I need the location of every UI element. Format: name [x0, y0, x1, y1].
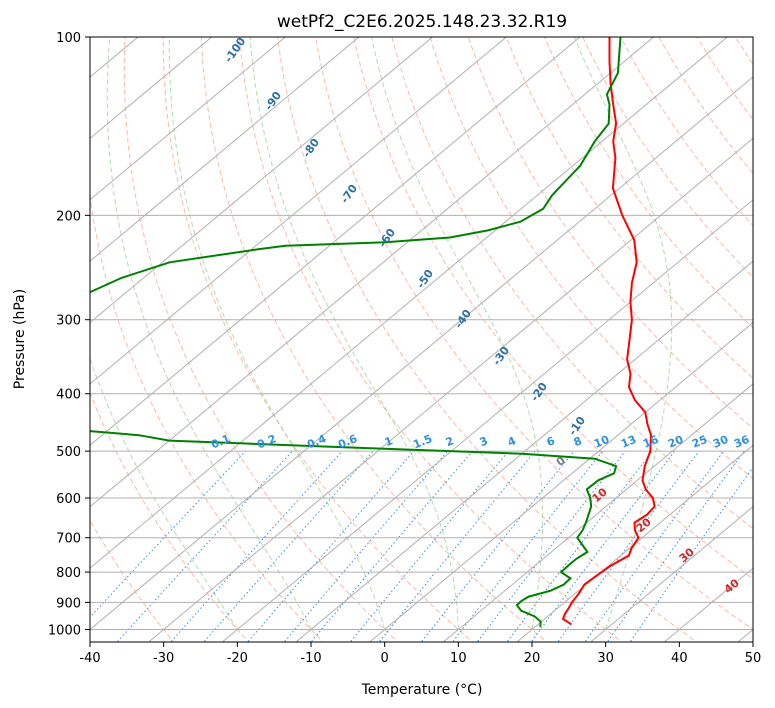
x-tick-label: 50 [745, 651, 762, 666]
chart-title: wetPf2_C2E6.2025.148.23.32.R19 [277, 12, 567, 32]
x-tick-label: 20 [524, 651, 541, 666]
dry-adiabat-line [162, 37, 474, 642]
isotherm-line [589, 506, 753, 642]
profiles [90, 37, 656, 627]
isotherm-line [147, 137, 753, 642]
dry-adiabat-line [543, 37, 753, 329]
y-tick-label: 300 [56, 314, 81, 329]
y-tick-label: 600 [56, 492, 81, 507]
mixing-ratio-label: 1 [383, 434, 395, 449]
mixing-ratio-label: 10 [592, 433, 611, 451]
isotherm-line [295, 260, 753, 642]
mixing-ratio-label: 20 [666, 433, 685, 451]
moist-adiabat-line [371, 37, 544, 630]
isotherm-line [90, 37, 581, 446]
y-tick-label: 200 [56, 209, 81, 224]
x-tick-label: -30 [153, 651, 174, 666]
dry-adiabat-line [277, 37, 698, 642]
moist-adiabat-line [106, 37, 312, 630]
moist-adiabat-line [168, 37, 386, 630]
isotherm-line [90, 37, 508, 385]
x-axis-label: Temperature (°C) [361, 682, 483, 698]
x-tick-label: 30 [597, 651, 614, 666]
y-tick-label: 700 [56, 532, 81, 547]
dry-adiabat-line [391, 37, 753, 530]
moist-adiabat-line [249, 37, 459, 630]
isotherm-line [90, 37, 360, 262]
mixing-ratio-label: 25 [690, 433, 709, 451]
x-tick-label: -10 [300, 651, 321, 666]
y-tick-label: 900 [56, 596, 81, 611]
dry-adiabat-line [467, 37, 753, 429]
mixing-ratio-label: 13 [619, 433, 638, 451]
isotherm-line [90, 37, 655, 508]
isotherm-line [90, 37, 213, 140]
y-tick-label: 100 [56, 31, 81, 46]
x-axis: -40 -30 -20 -10 0 10 20 30 40 50 [79, 642, 761, 666]
y-tick-label: 1000 [48, 624, 81, 639]
mixing-ratio-label: 3 [478, 434, 490, 449]
temperature-profile [561, 37, 656, 626]
y-tick-label: 500 [56, 445, 81, 460]
dewpoint-profile [90, 37, 622, 627]
mixing-ratio-label: 16 [641, 433, 660, 451]
y-tick-label: 400 [56, 388, 81, 403]
mixing-ratio-label: 8 [572, 434, 584, 449]
y-axis-label: Pressure (hPa) [12, 289, 28, 389]
dry-adiabat-line [353, 37, 753, 580]
x-tick-label: 40 [671, 651, 688, 666]
mixing-ratio-label: 2 [444, 434, 456, 449]
isotherm-line [90, 76, 753, 631]
mixing-ratio-label: 30 [711, 433, 730, 451]
isotherm-line [90, 37, 434, 324]
moist-adiabat-line [90, 356, 238, 630]
x-tick-label: -20 [227, 651, 248, 666]
x-tick-label: 10 [450, 651, 467, 666]
isotherm-line [90, 37, 729, 569]
x-tick-label: 0 [381, 651, 389, 666]
moist-adiabat-line [573, 37, 673, 630]
isotherm-line [90, 37, 287, 201]
y-tick-label: 800 [56, 566, 81, 581]
isotherm-line [442, 383, 753, 642]
mixing-ratio-label: 36 [732, 433, 751, 451]
isotherm-line [221, 199, 753, 642]
x-tick-label: -40 [79, 651, 100, 666]
grid [90, 37, 753, 642]
isotherm-line [368, 321, 753, 642]
isotherm-line [516, 444, 753, 642]
plot-frame [89, 36, 754, 643]
y-axis: 100 200 300 400 500 600 700 800 900 1000 [48, 31, 90, 639]
dry-adiabat-line [90, 391, 250, 642]
